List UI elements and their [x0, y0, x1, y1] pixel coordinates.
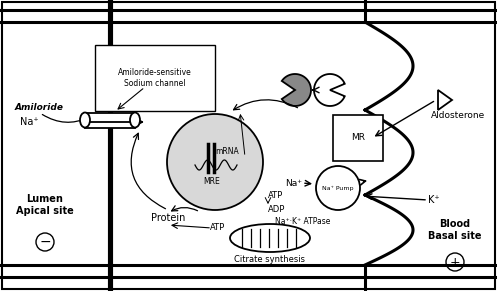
- Circle shape: [446, 253, 464, 271]
- Text: Amiloride: Amiloride: [15, 104, 64, 113]
- Text: ADP: ADP: [268, 205, 285, 214]
- Polygon shape: [314, 74, 345, 106]
- Text: mRNA: mRNA: [215, 148, 239, 157]
- Text: Blood
Basal site: Blood Basal site: [428, 219, 482, 241]
- Text: MR: MR: [351, 134, 365, 143]
- Text: Protein: Protein: [151, 213, 185, 223]
- Text: +: +: [450, 255, 460, 269]
- Text: ATP: ATP: [268, 191, 283, 200]
- Circle shape: [36, 233, 54, 251]
- Circle shape: [167, 114, 263, 210]
- Text: MRE: MRE: [204, 178, 220, 187]
- Text: Aldosterone: Aldosterone: [431, 111, 485, 120]
- Ellipse shape: [230, 224, 310, 252]
- Text: Amiloride-sensitive
Sodium channel: Amiloride-sensitive Sodium channel: [118, 68, 192, 88]
- Ellipse shape: [130, 113, 140, 127]
- Polygon shape: [282, 74, 311, 106]
- Text: K⁺: K⁺: [428, 195, 440, 205]
- Ellipse shape: [80, 113, 90, 127]
- Text: Lumen
Apical site: Lumen Apical site: [16, 194, 74, 216]
- Text: Na⁺ Pump: Na⁺ Pump: [322, 185, 354, 191]
- Bar: [85, 113, 135, 127]
- Text: ATP: ATP: [210, 223, 226, 233]
- Text: Citrate synthesis: Citrate synthesis: [235, 255, 306, 265]
- Polygon shape: [438, 90, 452, 110]
- Text: −: −: [39, 235, 51, 249]
- Text: Na⁺: Na⁺: [20, 117, 39, 127]
- Text: Na⁺: Na⁺: [285, 178, 303, 187]
- Circle shape: [316, 166, 360, 210]
- Text: Na⁺·K⁺ ATPase: Na⁺·K⁺ ATPase: [275, 217, 331, 226]
